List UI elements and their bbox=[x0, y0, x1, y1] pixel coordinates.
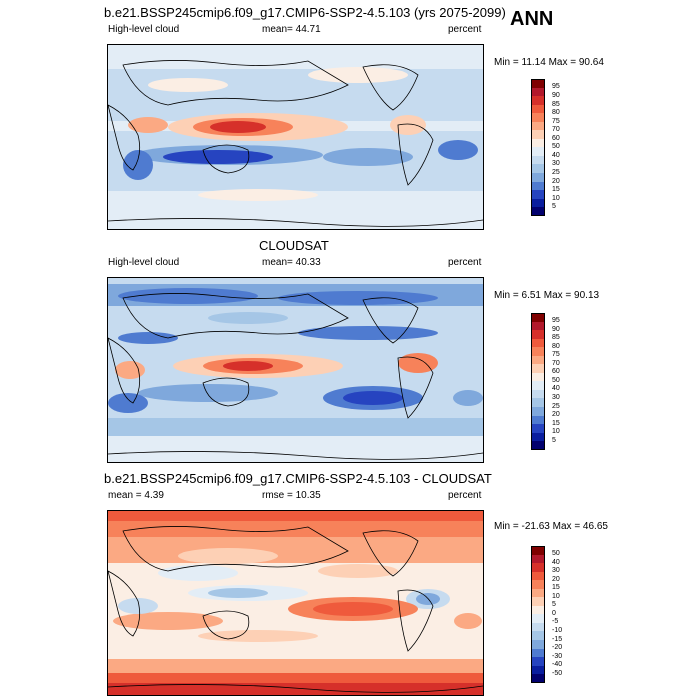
colorbar-tick: 85 bbox=[552, 101, 560, 108]
colorbar-tick: 90 bbox=[552, 326, 560, 333]
colorbar-tick: 5 bbox=[552, 203, 556, 210]
panel-3-field bbox=[108, 511, 483, 695]
panel-2-field bbox=[108, 278, 483, 462]
colorbar-tick: -5 bbox=[552, 618, 559, 625]
colorbar-tick: 75 bbox=[552, 118, 560, 125]
colorbar-tick: 50 bbox=[552, 550, 560, 557]
colorbar-tick: 10 bbox=[552, 593, 560, 600]
panel-2-map bbox=[107, 277, 484, 463]
panel-1-map bbox=[107, 44, 484, 230]
colorbar-tick: 20 bbox=[552, 178, 560, 185]
panel-3-colorbar bbox=[531, 546, 545, 683]
panel-2-mean-label: mean= 40.33 bbox=[262, 257, 321, 268]
panel-1-colorbar bbox=[531, 79, 545, 216]
colorbar-tick: 80 bbox=[552, 109, 560, 116]
panel-3-units-label: percent bbox=[448, 490, 482, 501]
colorbar-tick: 60 bbox=[552, 368, 560, 375]
panel-3-rmse-label: rmse = 10.35 bbox=[262, 490, 321, 501]
colorbar-tick: 95 bbox=[552, 317, 560, 324]
panel-1-variable-label: High-level cloud bbox=[108, 24, 180, 35]
season-label: ANN bbox=[510, 8, 554, 30]
colorbar-tick: -20 bbox=[552, 644, 563, 651]
colorbar-tick: -40 bbox=[552, 661, 563, 668]
colorbar-tick: 5 bbox=[552, 437, 556, 444]
colorbar-tick: 15 bbox=[552, 420, 560, 427]
colorbar-tick: 15 bbox=[552, 186, 560, 193]
colorbar-tick: -15 bbox=[552, 636, 563, 643]
colorbar-tick: 50 bbox=[552, 143, 560, 150]
panel-1-title: b.e21.BSSP245cmip6.f09_g17.CMIP6-SSP2-4.… bbox=[104, 5, 506, 20]
panel-1-mean-label: mean= 44.71 bbox=[262, 24, 321, 35]
colorbar-tick: 90 bbox=[552, 92, 560, 99]
colorbar-tick: 20 bbox=[552, 576, 560, 583]
panel-2-minmax: Min = 6.51 Max = 90.13 bbox=[494, 290, 600, 301]
colorbar-tick: 40 bbox=[552, 152, 560, 159]
colorbar-tick: 25 bbox=[552, 403, 560, 410]
colorbar-tick: 10 bbox=[552, 428, 560, 435]
colorbar-tick: 80 bbox=[552, 343, 560, 350]
panel-2-title: CLOUDSAT bbox=[259, 238, 329, 253]
colorbar-tick: 30 bbox=[552, 160, 560, 167]
panel-2-units-label: percent bbox=[448, 257, 482, 268]
colorbar-tick: 25 bbox=[552, 169, 560, 176]
panel-1-minmax: Min = 11.14 Max = 90.64 bbox=[494, 57, 604, 68]
colorbar-tick: 15 bbox=[552, 584, 560, 591]
colorbar-tick: 40 bbox=[552, 385, 560, 392]
panel-1-field bbox=[108, 45, 483, 229]
panel-2-variable-label: High-level cloud bbox=[108, 257, 180, 268]
colorbar-tick: -30 bbox=[552, 653, 563, 660]
colorbar-tick: 40 bbox=[552, 559, 560, 566]
colorbar-tick: 5 bbox=[552, 601, 556, 608]
colorbar-tick: 75 bbox=[552, 351, 560, 358]
colorbar-tick: 85 bbox=[552, 334, 560, 341]
colorbar-tick: -50 bbox=[552, 670, 563, 677]
panel-3-minmax: Min = -21.63 Max = 46.65 bbox=[494, 521, 608, 532]
panel-1-units-label: percent bbox=[448, 24, 482, 35]
panel-3-map bbox=[107, 510, 484, 696]
colorbar-tick: 95 bbox=[552, 83, 560, 90]
colorbar-tick: -10 bbox=[552, 627, 563, 634]
colorbar-tick: 30 bbox=[552, 567, 560, 574]
colorbar-tick: 20 bbox=[552, 411, 560, 418]
panel-2-colorbar bbox=[531, 313, 545, 450]
colorbar-tick: 70 bbox=[552, 126, 560, 133]
panel-3-title: b.e21.BSSP245cmip6.f09_g17.CMIP6-SSP2-4.… bbox=[104, 471, 492, 486]
colorbar-tick: 50 bbox=[552, 377, 560, 384]
colorbar-tick: 60 bbox=[552, 135, 560, 142]
panel-3-mean-label: mean = 4.39 bbox=[108, 490, 164, 501]
colorbar-tick: 10 bbox=[552, 195, 560, 202]
colorbar-tick: 70 bbox=[552, 360, 560, 367]
colorbar-tick: 30 bbox=[552, 394, 560, 401]
colorbar-tick: 0 bbox=[552, 610, 556, 617]
